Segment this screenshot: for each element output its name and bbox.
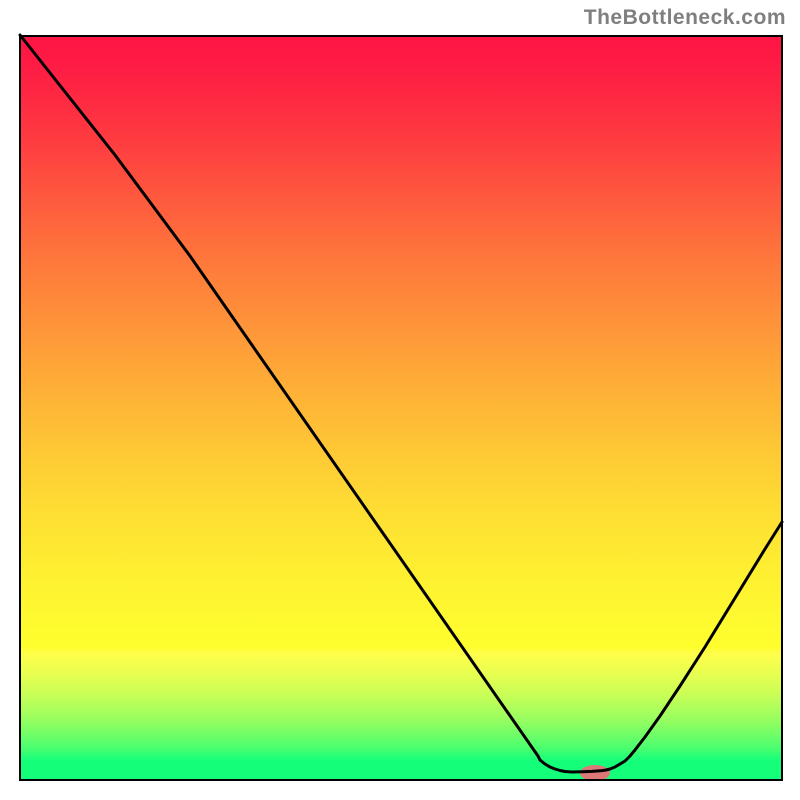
chart-container: TheBottleneck.com [0,0,800,800]
gradient-fill [20,36,782,780]
watermark-text: TheBottleneck.com [584,6,786,30]
bottleneck-chart [0,0,800,800]
